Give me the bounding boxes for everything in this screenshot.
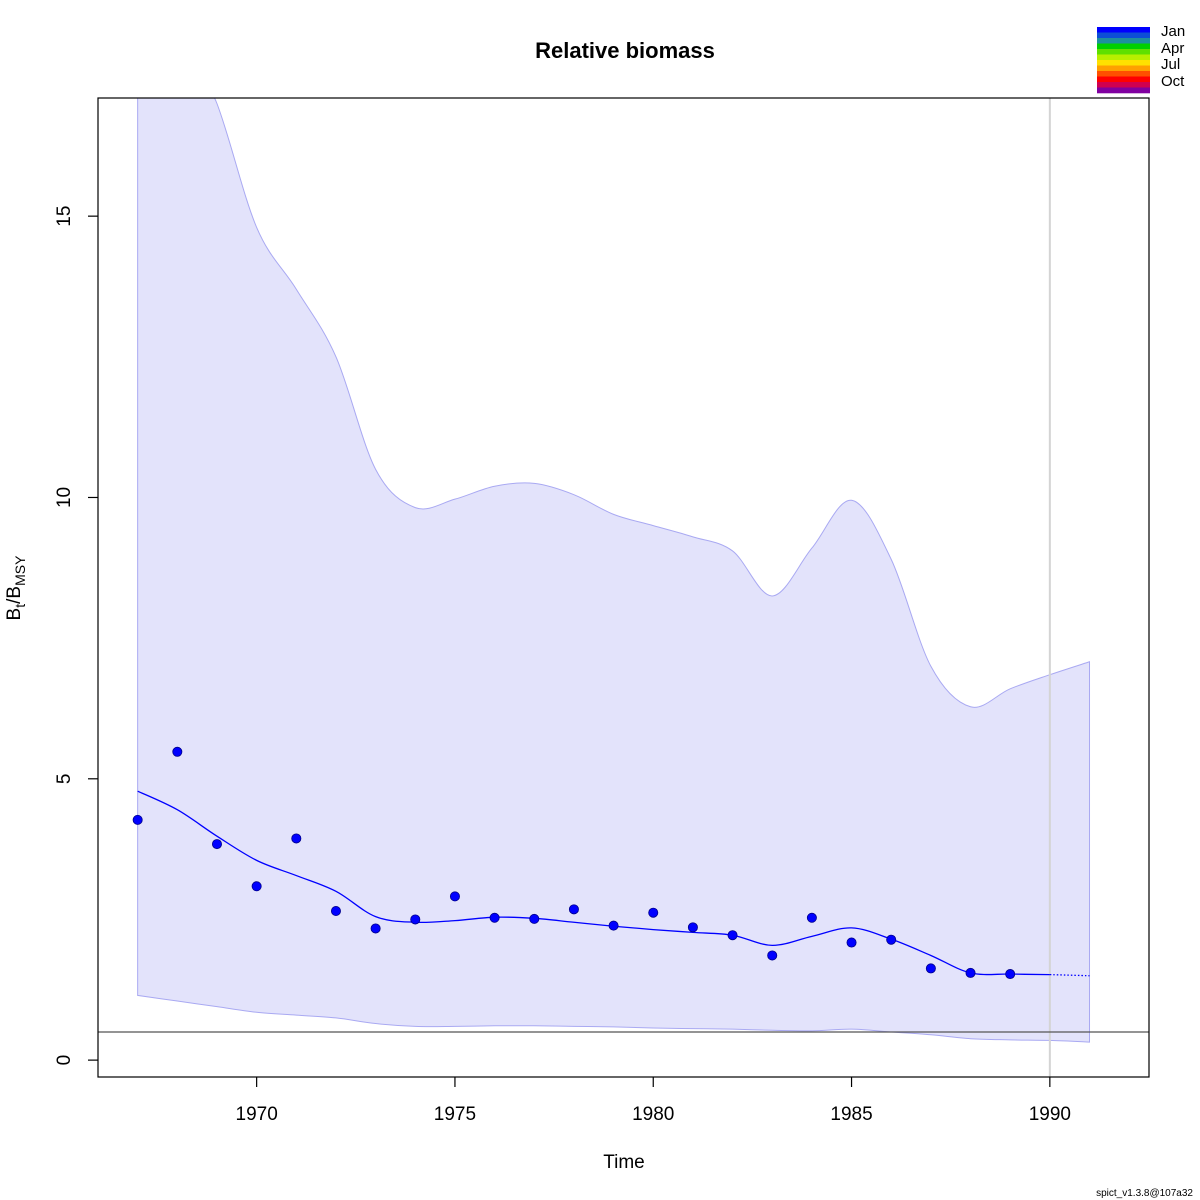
data-point-1982 [727,930,738,941]
y-tick-label-5: 5 [54,774,75,785]
data-point-1974 [410,914,421,925]
data-point-1975 [449,891,460,902]
legend-swatch-11 [1097,87,1150,94]
legend-swatch-2 [1097,38,1150,44]
data-point-1971 [291,833,302,844]
confidence-band [137,98,1091,1043]
data-point-1977 [529,913,540,924]
legend-color-bar [1097,27,1150,94]
legend-swatch-9 [1097,76,1150,83]
legend-swatch-1 [1097,32,1150,39]
x-axis-label: Time [603,1152,645,1173]
data-point-1978 [568,904,579,915]
plot-area [98,98,1149,1077]
legend-swatch-7 [1097,65,1150,72]
data-point-1973 [370,923,381,934]
data-point-1967 [132,814,143,825]
data-point-1985 [846,937,857,948]
data-point-1984 [806,912,817,923]
legend-swatch-6 [1097,60,1150,66]
legend-swatch-0 [1097,27,1150,33]
y-tick-label-0: 0 [54,1055,75,1066]
data-point-1980 [648,907,659,918]
x-tick-label-1985: 1985 [830,1104,872,1125]
data-point-1972 [330,906,341,917]
data-point-1983 [767,950,778,961]
data-point-1989 [1005,969,1016,980]
legend-swatch-4 [1097,49,1150,55]
y-tick-label-10: 10 [54,487,75,508]
data-point-1988 [965,967,976,978]
x-tick-label-1970: 1970 [236,1104,278,1125]
month-color-legend: Jan Apr Jul Oct [1097,23,1185,94]
legend-swatch-5 [1097,54,1150,61]
data-point-1969 [211,839,222,850]
legend-swatch-3 [1097,43,1150,50]
data-point-1979 [608,920,619,931]
data-point-1976 [489,912,500,923]
x-tick-label-1980: 1980 [632,1104,674,1125]
observation-points [132,746,1016,980]
legend-label-jan: Jan [1161,23,1185,40]
data-point-1987 [925,963,936,974]
plot-frame [97,97,1150,1078]
data-point-1970 [251,881,262,892]
legend-swatch-10 [1097,82,1150,88]
data-point-1968 [172,746,183,757]
y-axis-label: Bt/BMSY [4,555,28,621]
legend-label-jul: Jul [1161,56,1180,73]
chart-title: Relative biomass [535,38,715,63]
x-tick-label-1990: 1990 [1029,1104,1071,1125]
y-axis: 0 5 10 15 [54,206,98,1066]
version-footer: spict_v1.3.8@107a32 [1096,1188,1193,1199]
legend-label-apr: Apr [1161,40,1184,57]
x-axis: 1970 1975 1980 1985 1990 [236,1077,1071,1125]
y-tick-label-15: 15 [54,206,75,227]
x-tick-label-1975: 1975 [434,1104,476,1125]
legend-label-oct: Oct [1161,73,1185,90]
data-point-1986 [886,934,897,945]
legend-swatch-8 [1097,71,1150,77]
data-point-1981 [687,922,698,933]
